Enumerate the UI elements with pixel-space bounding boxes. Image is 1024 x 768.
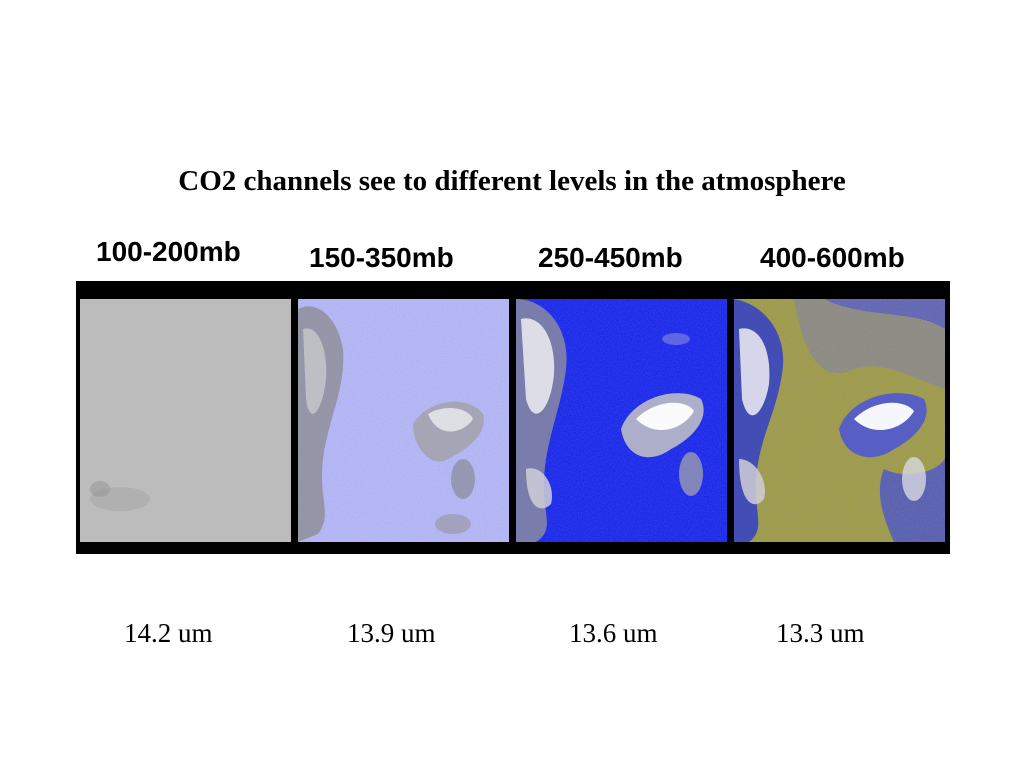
- satellite-image-channel-3: [516, 299, 727, 542]
- wavelength-label-channel-3: 13.6 um: [569, 618, 658, 648]
- pressure-label-channel-3: 250-450mb: [538, 242, 683, 273]
- pressure-label-channel-2: 150-350mb: [309, 242, 454, 273]
- satellite-image-channel-4: [734, 299, 945, 542]
- pressure-label-channel-1: 100-200mb: [96, 236, 241, 267]
- wavelength-label-channel-2: 13.9 um: [347, 618, 436, 648]
- wavelength-label-channel-4: 13.3 um: [776, 618, 865, 648]
- satellite-image-channel-2: [298, 299, 509, 542]
- slide-title: CO2 channels see to different levels in …: [178, 165, 846, 197]
- wavelength-label-channel-1: 14.2 um: [124, 618, 213, 648]
- pressure-label-channel-4: 400-600mb: [760, 242, 905, 273]
- satellite-image-channel-1: [80, 299, 291, 542]
- satellite-image-strip: [76, 281, 950, 554]
